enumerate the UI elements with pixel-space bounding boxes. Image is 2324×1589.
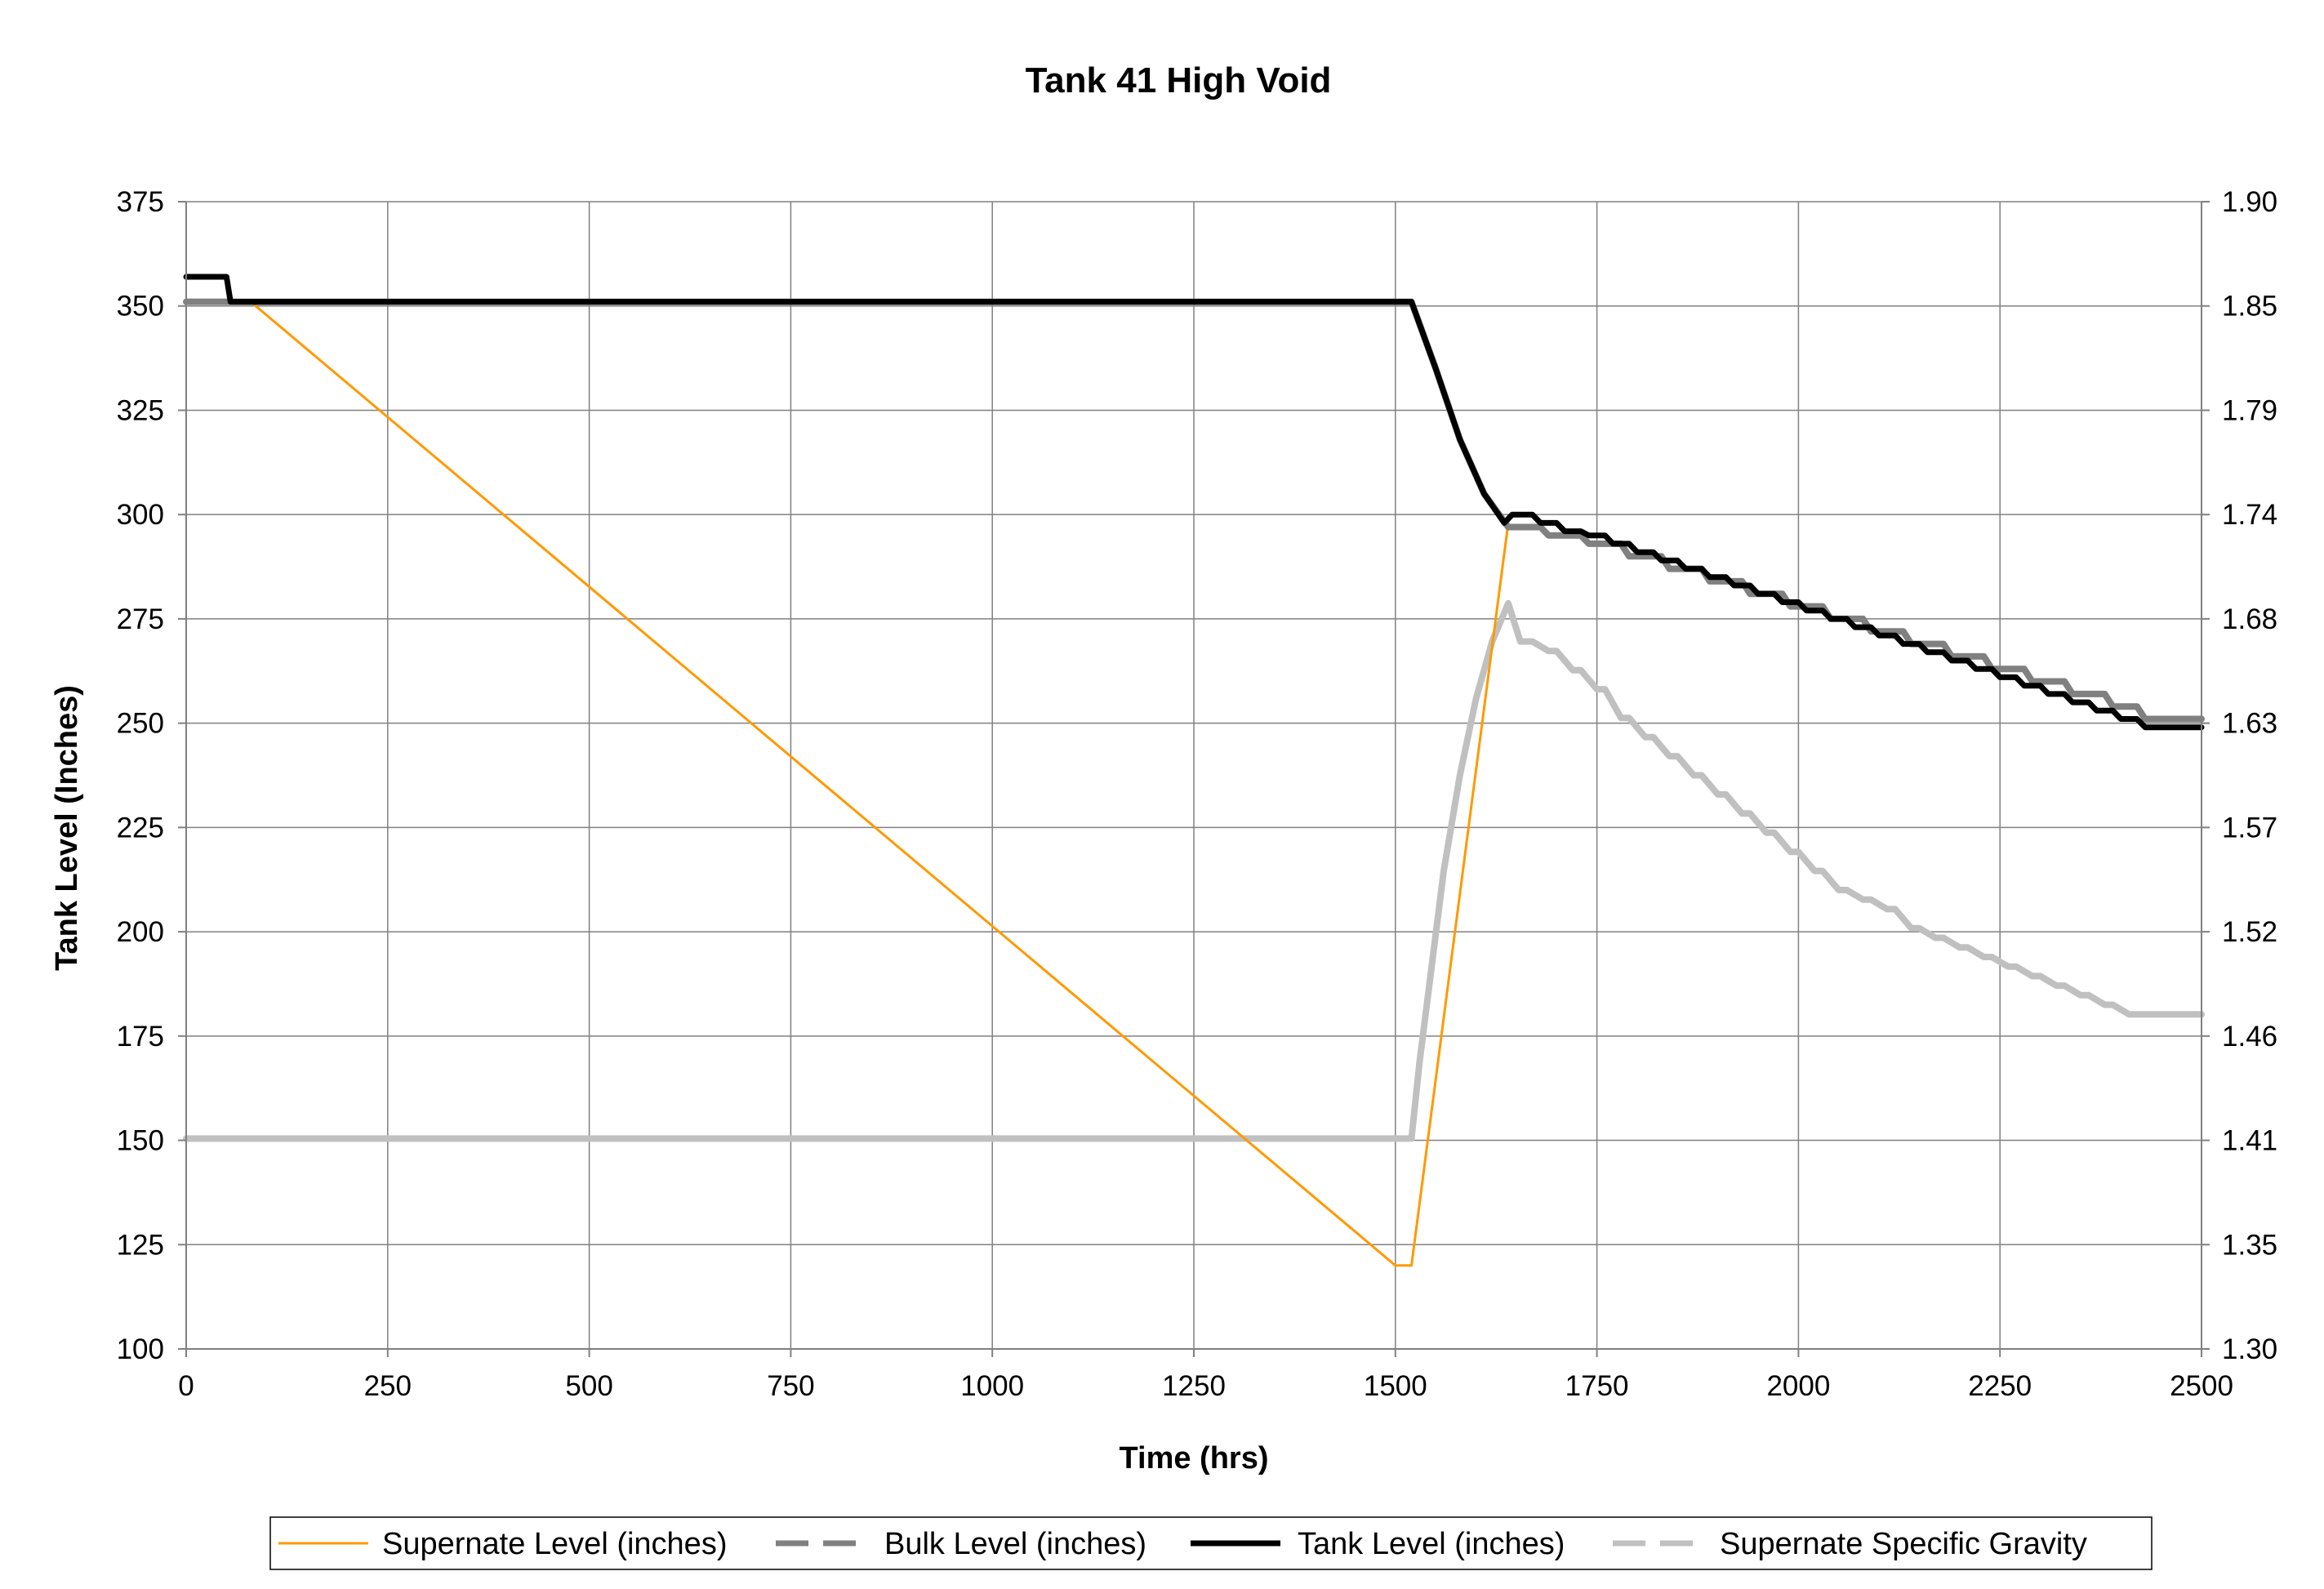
series-line-tank-level-inches: [183, 274, 2205, 731]
y2-tick-label: 1.46: [2222, 1021, 2277, 1053]
y-tick-label: 200: [117, 916, 164, 948]
x-tick-label: 1750: [1565, 1370, 1629, 1402]
x-tick-label: 1000: [960, 1370, 1024, 1402]
y2-tick-label: 1.35: [2222, 1229, 2277, 1261]
y2-tick-label: 1.90: [2222, 186, 2277, 218]
x-tick-label: 2000: [1766, 1370, 1830, 1402]
x-tick-label: 2500: [2170, 1370, 2233, 1402]
x-tick-label: 250: [364, 1370, 412, 1402]
x-tick-label: 0: [178, 1370, 194, 1402]
y-tick-label: 350: [117, 291, 164, 323]
y-tick-label: 175: [117, 1021, 164, 1053]
y-tick-label: 225: [117, 812, 164, 843]
x-tick-label: 1250: [1162, 1370, 1226, 1402]
y-axis-title: Tank Level (Inches): [50, 685, 84, 971]
x-tick-label: 2250: [1968, 1370, 2032, 1402]
y2-tick-label: 1.68: [2222, 603, 2277, 635]
y2-tick-label: 1.57: [2222, 812, 2277, 843]
y-tick-label: 250: [117, 708, 164, 740]
y-tick-label: 100: [117, 1333, 164, 1365]
series-line-supernate-specific-gravity: [183, 599, 2205, 1142]
x-tick-label: 500: [565, 1370, 612, 1402]
x-axis-title: Time (hrs): [1119, 1441, 1268, 1476]
legend: Supernate Level (inches) Bulk Level (inch…: [269, 1516, 2153, 1570]
legend-label: Supernate Specific Gravity: [1720, 1527, 2087, 1561]
legend-label: Supernate Level (inches): [382, 1527, 727, 1561]
y-tick-label: 150: [117, 1125, 164, 1157]
legend-label: Tank Level (inches): [1298, 1527, 1565, 1561]
y-tick-label: 125: [117, 1229, 164, 1261]
x-tick-label: 750: [767, 1370, 814, 1402]
y2-tick-label: 1.74: [2222, 499, 2277, 531]
y2-tick-label: 1.85: [2222, 291, 2277, 323]
y-tick-label: 300: [117, 499, 164, 531]
axes: 0 250 500 750 1000 1250 1500 1750 2000 2250 2500 10…: [117, 186, 2278, 1402]
y2-tick-label: 1.79: [2222, 394, 2277, 426]
x-tick-label: 1500: [1364, 1370, 1427, 1402]
y2-tick-label: 1.63: [2222, 708, 2277, 740]
y-tick-label: 375: [117, 186, 164, 218]
y2-tick-label: 1.41: [2222, 1125, 2277, 1157]
legend-label: Bulk Level (inches): [884, 1527, 1146, 1561]
chart-title: Tank 41 High Void: [1026, 60, 1332, 100]
y2-tick-label: 1.30: [2222, 1333, 2277, 1365]
series-layer: [183, 274, 2205, 1267]
y-tick-label: 325: [117, 394, 164, 426]
y2-tick-label: 1.52: [2222, 916, 2277, 948]
y-tick-label: 275: [117, 603, 164, 635]
